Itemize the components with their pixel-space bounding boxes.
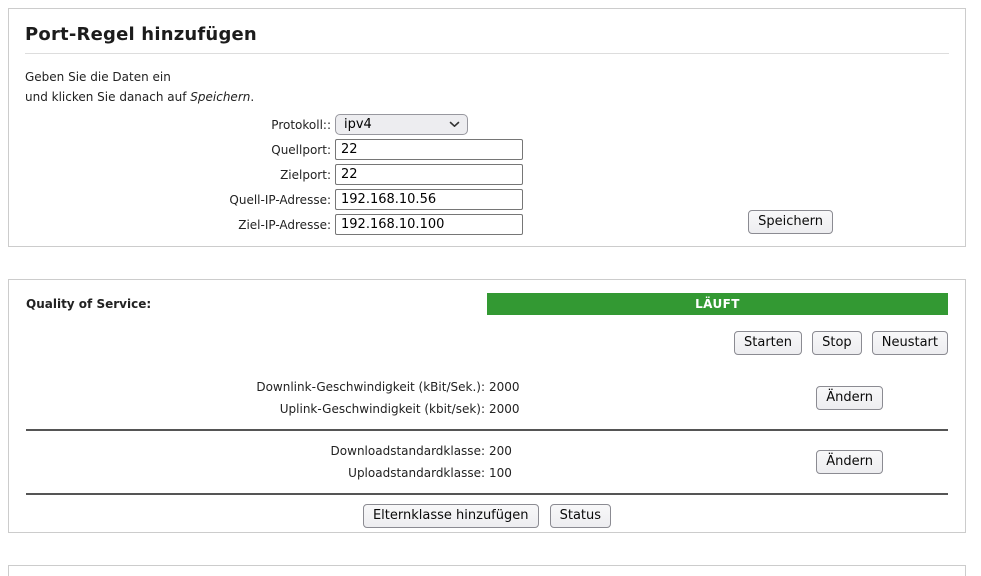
source-ip-input[interactable] bbox=[335, 189, 523, 210]
start-button[interactable]: Starten bbox=[734, 331, 802, 355]
form-row-source-port: Quellport: bbox=[25, 139, 949, 160]
download-class-label: Downloadstandardklasse: bbox=[330, 444, 485, 458]
source-port-input[interactable] bbox=[335, 139, 523, 160]
restart-button[interactable]: Neustart bbox=[871, 331, 948, 355]
uplink-row: Uplink-Geschwindigkeit (kbit/sek): 2000 bbox=[26, 398, 948, 420]
next-section-panel bbox=[8, 565, 966, 576]
qos-bottom-buttons: Elternklasse hinzufügen Status bbox=[26, 504, 948, 528]
stop-button[interactable]: Stop bbox=[812, 331, 862, 355]
class-settings-block: Downloadstandardklasse: 200 Uploadstanda… bbox=[26, 440, 948, 484]
upload-class-label: Uploadstandardklasse: bbox=[348, 466, 485, 480]
protocol-selected-value: ipv4 bbox=[344, 117, 372, 132]
qos-label: Quality of Service: bbox=[26, 297, 152, 311]
upload-class-value: 100 bbox=[489, 466, 512, 480]
status-button[interactable]: Status bbox=[549, 504, 612, 528]
downlink-row: Downlink-Geschwindigkeit (kBit/Sek.): 20… bbox=[26, 376, 948, 398]
protocol-select[interactable]: ipv4 bbox=[335, 114, 468, 135]
upload-class-row: Uploadstandardklasse: 100 bbox=[26, 462, 948, 484]
source-port-label: Quellport: bbox=[271, 142, 331, 157]
dest-ip-input[interactable] bbox=[335, 214, 523, 235]
save-button[interactable]: Speichern bbox=[748, 210, 833, 234]
uplink-value: 2000 bbox=[489, 402, 520, 416]
intro-line-1: Geben Sie die Daten ein bbox=[25, 70, 171, 84]
dest-ip-label: Ziel-IP-Adresse: bbox=[238, 217, 331, 232]
download-class-row: Downloadstandardklasse: 200 bbox=[26, 440, 948, 462]
section-divider bbox=[26, 429, 948, 431]
form-row-source-ip: Quell-IP-Adresse: bbox=[25, 189, 949, 210]
intro-line-2: und klicken Sie danach auf Speichern. bbox=[25, 90, 255, 104]
page: Port-Regel hinzufügen Geben Sie die Date… bbox=[8, 8, 966, 576]
uplink-label: Uplink-Geschwindigkeit (kbit/sek): bbox=[279, 402, 485, 416]
chevron-down-icon bbox=[449, 117, 460, 132]
source-ip-label: Quell-IP-Adresse: bbox=[229, 192, 331, 207]
intro-text: Geben Sie die Daten ein und klicken Sie … bbox=[25, 67, 949, 107]
protocol-label: Protokoll:: bbox=[271, 117, 331, 132]
port-rule-panel: Port-Regel hinzufügen Geben Sie die Date… bbox=[8, 8, 966, 247]
speed-settings-block: Downlink-Geschwindigkeit (kBit/Sek.): 20… bbox=[26, 376, 948, 420]
downlink-label: Downlink-Geschwindigkeit (kBit/Sek.): bbox=[256, 380, 485, 394]
change-class-button[interactable]: Ändern bbox=[816, 450, 883, 474]
title-divider bbox=[25, 53, 949, 54]
section-divider bbox=[26, 493, 948, 495]
form-row-protocol: Protokoll:: ipv4 bbox=[25, 114, 949, 135]
downlink-value: 2000 bbox=[489, 380, 520, 394]
form-row-dest-ip: Ziel-IP-Adresse: bbox=[25, 214, 949, 235]
change-speed-button[interactable]: Ändern bbox=[816, 386, 883, 410]
page-title: Port-Regel hinzufügen bbox=[25, 24, 257, 45]
qos-header: Quality of Service: LÄUFT bbox=[26, 293, 948, 315]
qos-panel: Quality of Service: LÄUFT Starten Stop N… bbox=[8, 279, 966, 533]
intro-emphasis: Speichern bbox=[190, 90, 251, 104]
download-class-value: 200 bbox=[489, 444, 512, 458]
add-parent-class-button[interactable]: Elternklasse hinzufügen bbox=[362, 504, 539, 528]
form-row-dest-port: Zielport: bbox=[25, 164, 949, 185]
dest-port-input[interactable] bbox=[335, 164, 523, 185]
status-badge: LÄUFT bbox=[487, 293, 948, 315]
dest-port-label: Zielport: bbox=[280, 167, 331, 182]
qos-control-buttons: Starten Stop Neustart bbox=[26, 331, 948, 355]
